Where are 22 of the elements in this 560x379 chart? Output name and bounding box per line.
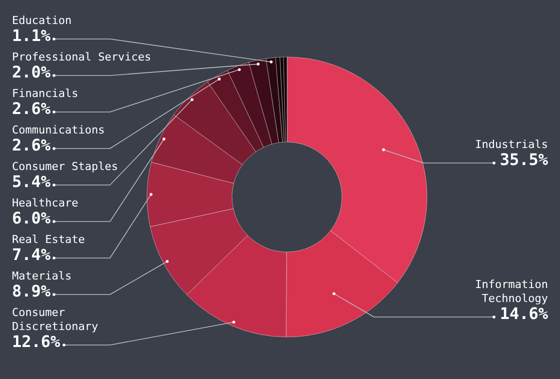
data-label: 14.6%	[500, 304, 548, 323]
data-label: 12.6%	[12, 332, 61, 351]
data-label: 35.5%	[500, 150, 548, 169]
slice-label: Professional Services	[12, 50, 152, 64]
slice-label: Healthcare	[12, 196, 78, 210]
data-label: 5.4%	[12, 172, 51, 191]
slice-label: Education	[12, 14, 72, 27]
slice-label: Consumer Staples	[12, 160, 118, 173]
slice-label: Materials	[12, 270, 72, 282]
data-label: 2.6%	[12, 99, 51, 118]
slice-label: Communications	[12, 124, 105, 136]
data-label: 1.1%	[12, 26, 51, 45]
data-label: 6.0%	[12, 208, 51, 228]
data-label: 2.0%	[12, 62, 51, 82]
data-label: 8.9%	[12, 282, 51, 300]
slice-label: Real Estate	[12, 233, 85, 246]
slice-label: Consumer Discretionary	[12, 306, 98, 333]
data-label: 7.4%	[12, 245, 51, 264]
slice-label: Industrials	[475, 138, 548, 151]
slice-label: Information Technology	[475, 278, 548, 305]
data-label: 2.6%	[12, 136, 51, 154]
slice-label: Financials	[12, 87, 78, 100]
